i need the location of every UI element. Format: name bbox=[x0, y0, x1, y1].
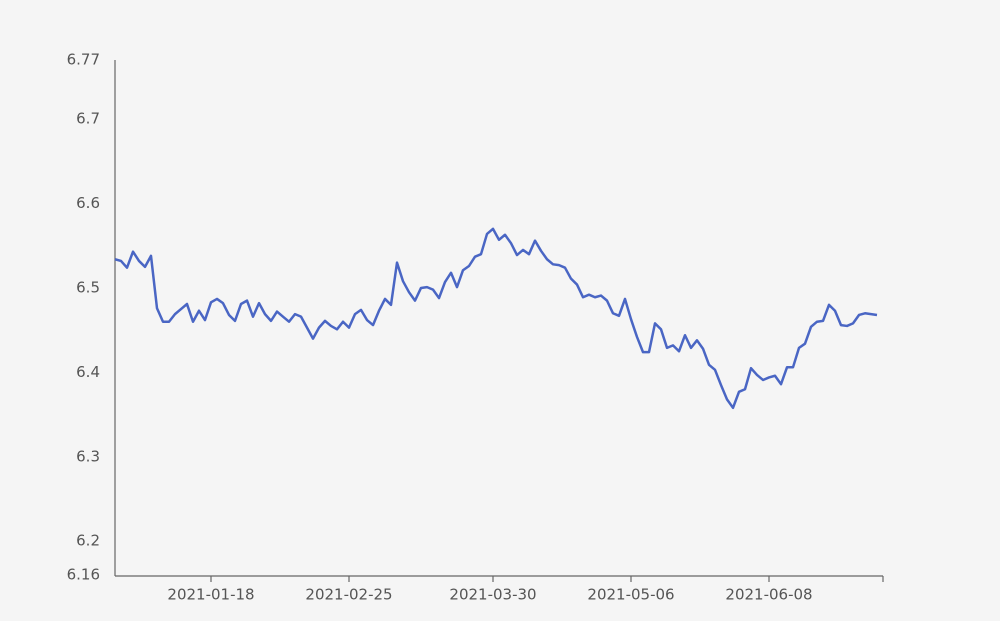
x-tick-label: 2021-02-25 bbox=[305, 586, 392, 604]
y-tick-label: 6.7 bbox=[76, 110, 100, 128]
y-tick-label: 6.3 bbox=[76, 447, 100, 465]
x-tick-label: 2021-05-06 bbox=[587, 586, 674, 604]
y-tick-label: 6.16 bbox=[67, 566, 100, 584]
x-tick-label: 2021-06-08 bbox=[725, 586, 812, 604]
x-tick-label: 2021-01-18 bbox=[167, 586, 254, 604]
y-tick-label: 6.2 bbox=[76, 532, 100, 550]
y-tick-label: 6.5 bbox=[76, 278, 100, 296]
y-tick-label: 6.77 bbox=[67, 51, 100, 69]
y-tick-label: 6.4 bbox=[76, 363, 100, 381]
y-tick-label: 6.6 bbox=[76, 194, 100, 212]
x-tick-label: 2021-03-30 bbox=[449, 586, 536, 604]
line-series bbox=[114, 227, 878, 410]
